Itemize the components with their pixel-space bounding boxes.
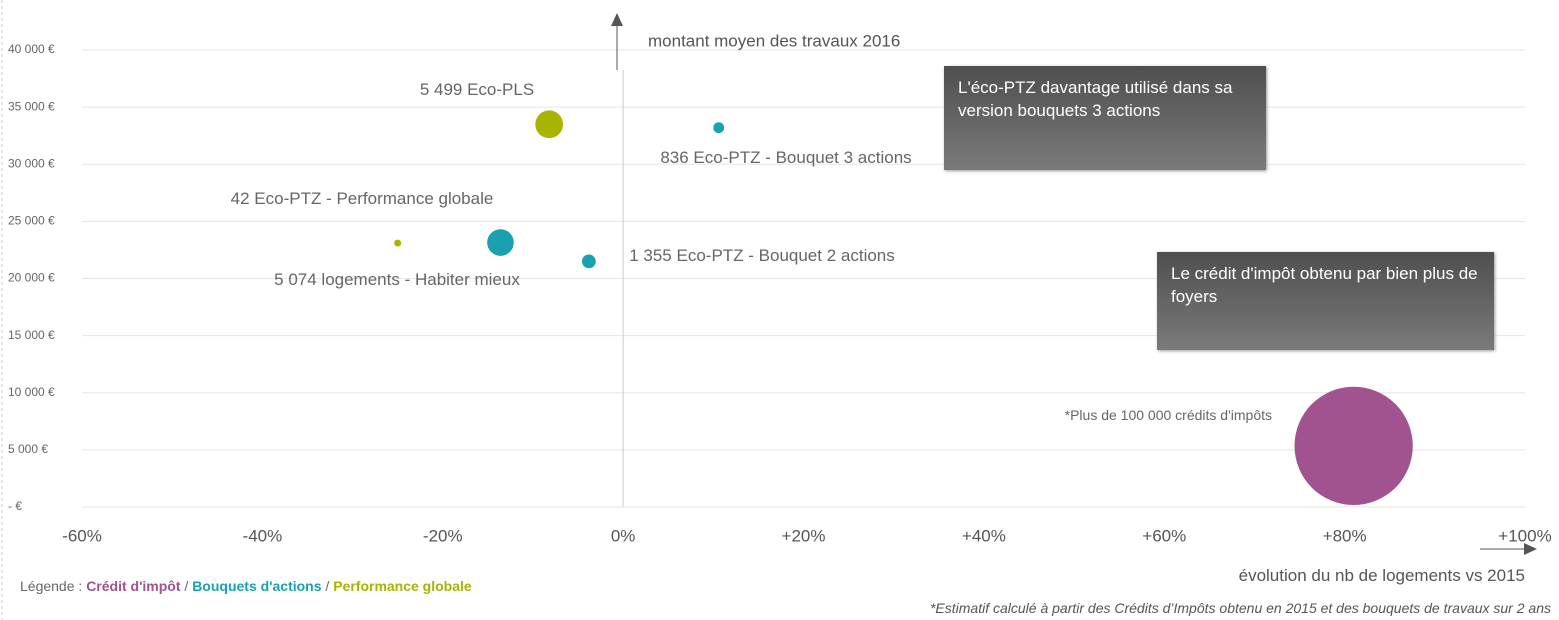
x-tick-label: +100% [1498, 526, 1551, 545]
arrow-head [611, 13, 623, 26]
bubble [581, 254, 596, 269]
y-tick-label: 10 000 € [8, 385, 55, 399]
legend-separator: / [325, 578, 330, 594]
legend-separator: / [184, 578, 189, 594]
x-tick-label: +80% [1323, 526, 1367, 545]
x-tick-label: +60% [1142, 526, 1186, 545]
y-tick-label: 40 000 € [8, 42, 55, 56]
data-label: 5 074 logements - Habiter mieux [274, 270, 520, 289]
bubble [535, 110, 564, 139]
y-axis-label: montant moyen des travaux 2016 [648, 31, 900, 50]
data-label: 5 499 Eco-PLS [419, 80, 535, 99]
y-tick-label: 30 000 € [8, 156, 55, 170]
y-tick-label: 20 000 € [8, 271, 55, 285]
y-tick-label: - € [8, 499, 22, 513]
legend-entry: Bouquets d'actions [192, 578, 322, 594]
x-axis-label: évolution du nb de logements vs 2015 [1238, 566, 1525, 585]
data-label: 836 Eco-PTZ - Bouquet 3 actions [660, 148, 912, 167]
data-label: 42 Eco-PTZ - Performance globale [230, 189, 494, 208]
bubble [1294, 386, 1413, 506]
x-tick-label: -20% [423, 526, 463, 545]
x-tick-label: +40% [962, 526, 1006, 545]
x-tick-label: 0% [611, 526, 636, 545]
y-tick-label: 35 000 € [8, 99, 55, 113]
x-tick-label: -60% [62, 526, 102, 545]
data-label: 1 355 Eco-PTZ - Bouquet 2 actions [629, 246, 895, 265]
bubble [394, 239, 402, 247]
annotation-box: L'éco-PTZ davantage utilisé dans sa vers… [944, 66, 1266, 170]
arrow-head [1524, 543, 1537, 555]
bubble [487, 229, 514, 256]
legend-entry: Performance globale [333, 578, 472, 594]
y-tick-label: 15 000 € [8, 328, 55, 342]
legend-prefix: Légende : [20, 578, 83, 594]
bubble [713, 122, 725, 134]
footnote: *Estimatif calculé à partir des Crédits … [929, 600, 1551, 616]
annotation-box: Le crédit d'impôt obtenu par bien plus d… [1157, 252, 1494, 350]
x-tick-label: +20% [782, 526, 826, 545]
y-tick-label: 25 000 € [8, 214, 55, 228]
data-label: *Plus de 100 000 crédits d'impôts [1064, 407, 1272, 423]
legend-entry: Crédit d'impôt [86, 578, 181, 594]
x-tick-label: -40% [243, 526, 283, 545]
y-tick-label: 5 000 € [8, 442, 48, 456]
legend: Légende : Crédit d'impôt / Bouquets d'ac… [20, 578, 472, 594]
